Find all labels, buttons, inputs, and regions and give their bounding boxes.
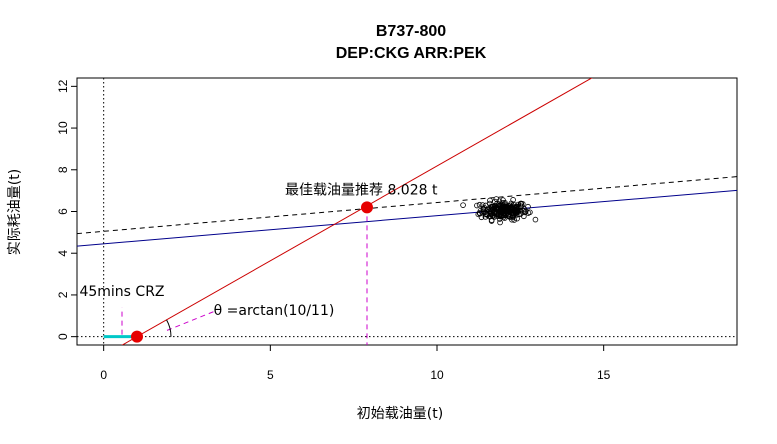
y-tick-label: 4 <box>56 250 70 257</box>
scatter-point <box>500 197 506 203</box>
annotation-crz: 45mins CRZ <box>79 284 164 300</box>
scatter-point <box>532 216 539 223</box>
scatter-point <box>497 219 503 226</box>
scatter-point <box>490 206 496 213</box>
scatter-point <box>520 207 527 214</box>
plot-frame <box>76 77 738 346</box>
x-tick-label: 5 <box>267 368 274 382</box>
scatter-point <box>479 202 486 208</box>
chart-subtitle: DEP:CKG ARR:PEK <box>336 45 487 62</box>
theta-arc <box>166 319 172 337</box>
scatter-point <box>488 218 495 224</box>
scatter-point <box>510 211 516 217</box>
scatter-point <box>490 213 496 219</box>
y-tick-label: 12 <box>56 79 70 93</box>
scatter-point <box>492 198 498 205</box>
scatter-point <box>476 201 483 208</box>
line-fit <box>77 189 737 247</box>
scatter-point <box>460 202 466 208</box>
scatter-point <box>484 212 491 218</box>
scatter-point <box>487 197 493 204</box>
y-tick-label: 0 <box>56 333 70 340</box>
scatter-point <box>474 202 480 209</box>
scatter-point <box>478 214 485 221</box>
line-theta-line <box>121 78 593 345</box>
scatter-point <box>477 210 483 217</box>
scatter-point <box>509 214 515 221</box>
highlight-point <box>131 330 143 343</box>
scatter-point <box>483 211 489 217</box>
line-fit-upper <box>77 176 737 235</box>
scatter-point <box>496 211 503 218</box>
scatter-point <box>521 209 528 216</box>
scatter-point <box>513 204 520 211</box>
y-tick-label: 6 <box>56 208 70 215</box>
scatter-point <box>515 205 521 212</box>
scatter-point <box>521 213 527 220</box>
x-tick-label: 15 <box>597 368 611 382</box>
y-axis-label: 实际耗油量(t) <box>7 169 23 255</box>
scatter-point <box>525 203 531 210</box>
x-tick-label: 0 <box>100 368 107 382</box>
chart-title: B737-800 <box>376 23 446 40</box>
scatter-point <box>491 209 497 216</box>
annotation-theta: θ =arctan(10/11) <box>214 303 335 319</box>
scatter-point <box>499 204 506 210</box>
x-tick-label: 10 <box>430 368 444 382</box>
plot-lines <box>77 78 737 345</box>
scatter-point <box>517 200 524 207</box>
scatter-point <box>506 207 512 213</box>
y-tick-label: 2 <box>56 291 70 298</box>
y-tick-label: 8 <box>56 166 70 173</box>
x-axis-label: 初始载油量(t) <box>357 405 443 422</box>
annotation-recommend: 最佳载油量推荐 8.028 t <box>285 182 438 198</box>
scatter-point <box>510 197 516 203</box>
theta-pointer <box>166 311 214 331</box>
plot-area: 0 5 10 15 0 2 4 6 8 10 12 最佳载油量推荐 8.028 t 45mins CRZ… <box>56 77 738 382</box>
y-tick-label: 10 <box>56 121 70 135</box>
scatter-point <box>498 213 504 220</box>
highlight-point <box>361 201 373 214</box>
scatter-point <box>527 209 533 216</box>
